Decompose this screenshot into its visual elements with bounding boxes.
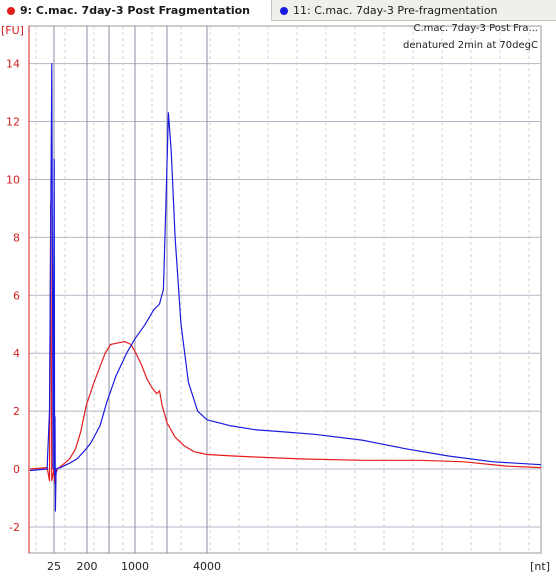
y-tick-label: 2 (13, 405, 20, 418)
electropherogram-chart: -2 0 2 4 6 8 10 12 14 [FU] 25 200 1000 4000 [nt] (1, 24, 550, 573)
sample-9-dot-icon (7, 6, 15, 15)
y-tick-label: 14 (6, 58, 20, 71)
y-tick-label: 8 (13, 231, 20, 244)
y-tick-label: -2 (9, 521, 20, 534)
y-tick-label: 12 (6, 116, 20, 129)
tab-sample-11-label: 11: C.mac. 7day-3 Pre-fragmentation (293, 4, 498, 17)
x-tick-label: 1000 (121, 560, 149, 573)
y-tick-label: 6 (13, 289, 20, 302)
x-axis-label: [nt] (530, 560, 550, 573)
y-tick-label: 0 (13, 463, 20, 476)
series-line-1 (29, 63, 542, 512)
tab-sample-9[interactable]: 9: C.mac. 7day-3 Post Fragmentation (0, 0, 272, 21)
x-tick-label: 25 (47, 560, 61, 573)
y-tick-label: 4 (13, 347, 20, 360)
y-tick-label: 10 (6, 173, 20, 186)
y-axis-label: [FU] (1, 24, 24, 37)
x-tick-label: 4000 (193, 560, 221, 573)
annotation-line-1: C.mac. 7day-3 Post Fra... (413, 23, 538, 34)
tab-sample-9-label: 9: C.mac. 7day-3 Post Fragmentation (20, 4, 251, 17)
x-tick-label: 200 (77, 560, 98, 573)
annotation-line-2: denatured 2min at 70degC (403, 40, 538, 51)
tab-sample-11[interactable]: 11: C.mac. 7day-3 Pre-fragmentation (273, 0, 556, 21)
sample-11-dot-icon (280, 6, 288, 15)
plot-frame (28, 25, 542, 554)
tab-bar: 9: C.mac. 7day-3 Post Fragmentation 11: … (0, 0, 556, 21)
